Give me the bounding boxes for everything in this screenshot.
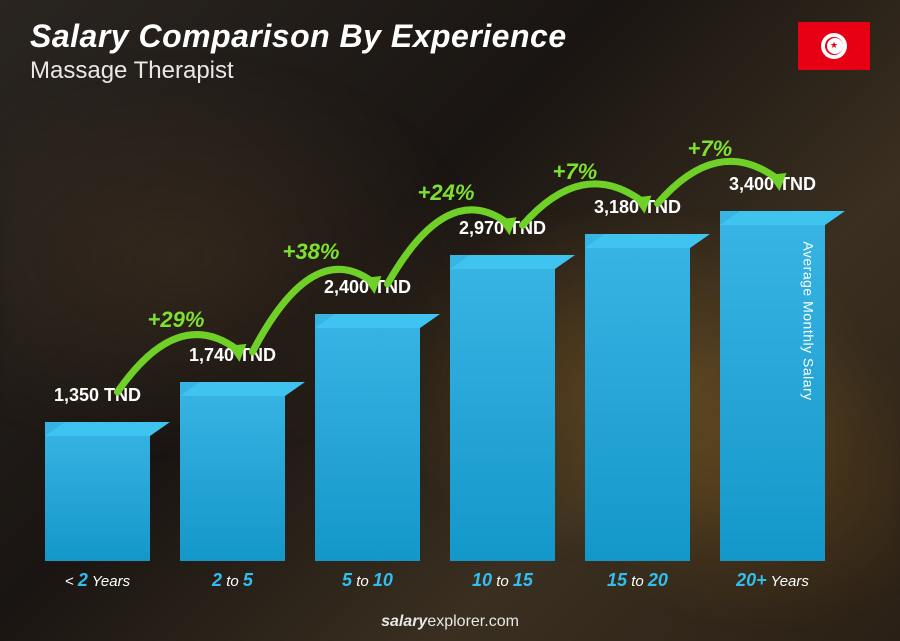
flag-circle: ★ bbox=[821, 33, 847, 59]
chart-title: Salary Comparison By Experience bbox=[30, 18, 870, 55]
bar-front-face bbox=[45, 422, 150, 561]
bar bbox=[585, 234, 690, 561]
x-axis-label: 10 to 15 bbox=[438, 570, 568, 591]
chart-subtitle: Massage Therapist bbox=[30, 57, 870, 85]
main-container: Salary Comparison By Experience Massage … bbox=[0, 0, 900, 641]
footer-attribution: salaryexplorer.com bbox=[0, 613, 900, 631]
bar-front-face bbox=[180, 382, 285, 561]
brand-rest: explorer.com bbox=[427, 613, 519, 630]
x-axis-label: 5 to 10 bbox=[303, 570, 433, 591]
bar-value-label: 1,740 TND bbox=[189, 345, 276, 366]
bar-top-face bbox=[315, 314, 440, 328]
pct-increase-label: +38% bbox=[283, 239, 340, 265]
y-axis-label: Average Monthly Salary bbox=[800, 241, 816, 400]
bar-front-face bbox=[450, 255, 555, 561]
bar-top-face bbox=[45, 422, 170, 436]
bar-group: 3,400 TND bbox=[708, 174, 838, 561]
x-axis-label: 15 to 20 bbox=[573, 570, 703, 591]
x-axis-label: 20+ Years bbox=[708, 570, 838, 591]
bar bbox=[450, 255, 555, 561]
pct-increase-label: +29% bbox=[148, 307, 205, 333]
pct-increase-label: +24% bbox=[418, 180, 475, 206]
x-axis: < 2 Years2 to 55 to 1010 to 1515 to 2020… bbox=[30, 570, 840, 591]
bar-group: 2,970 TND bbox=[438, 218, 568, 561]
bar-group: 1,740 TND bbox=[168, 345, 298, 561]
bar-top-face bbox=[180, 382, 305, 396]
bars-row: 1,350 TND 1,740 TND 2,400 TND 2,970 TND 3,18… bbox=[30, 111, 840, 561]
bar-value-label: 3,180 TND bbox=[594, 197, 681, 218]
bar bbox=[315, 314, 420, 561]
country-flag: ★ bbox=[798, 22, 870, 70]
bar-group: 2,400 TND bbox=[303, 277, 433, 561]
bar-top-face bbox=[585, 234, 710, 248]
pct-increase-label: +7% bbox=[553, 159, 598, 185]
x-axis-label: 2 to 5 bbox=[168, 570, 298, 591]
bar-value-label: 1,350 TND bbox=[54, 385, 141, 406]
bar-value-label: 2,970 TND bbox=[459, 218, 546, 239]
bar-group: 3,180 TND bbox=[573, 197, 703, 561]
bar bbox=[45, 422, 150, 561]
pct-increase-label: +7% bbox=[688, 136, 733, 162]
bar bbox=[180, 382, 285, 561]
bar-top-face bbox=[720, 211, 845, 225]
x-axis-label: < 2 Years bbox=[33, 570, 163, 591]
bar-value-label: 2,400 TND bbox=[324, 277, 411, 298]
bar-front-face bbox=[315, 314, 420, 561]
bar-value-label: 3,400 TND bbox=[729, 174, 816, 195]
chart-area: 1,350 TND 1,740 TND 2,400 TND 2,970 TND 3,18… bbox=[30, 111, 840, 591]
bar-top-face bbox=[450, 255, 575, 269]
bar-group: 1,350 TND bbox=[33, 385, 163, 561]
bar-front-face bbox=[585, 234, 690, 561]
brand-bold: salary bbox=[381, 613, 427, 630]
flag-star: ★ bbox=[830, 41, 838, 50]
